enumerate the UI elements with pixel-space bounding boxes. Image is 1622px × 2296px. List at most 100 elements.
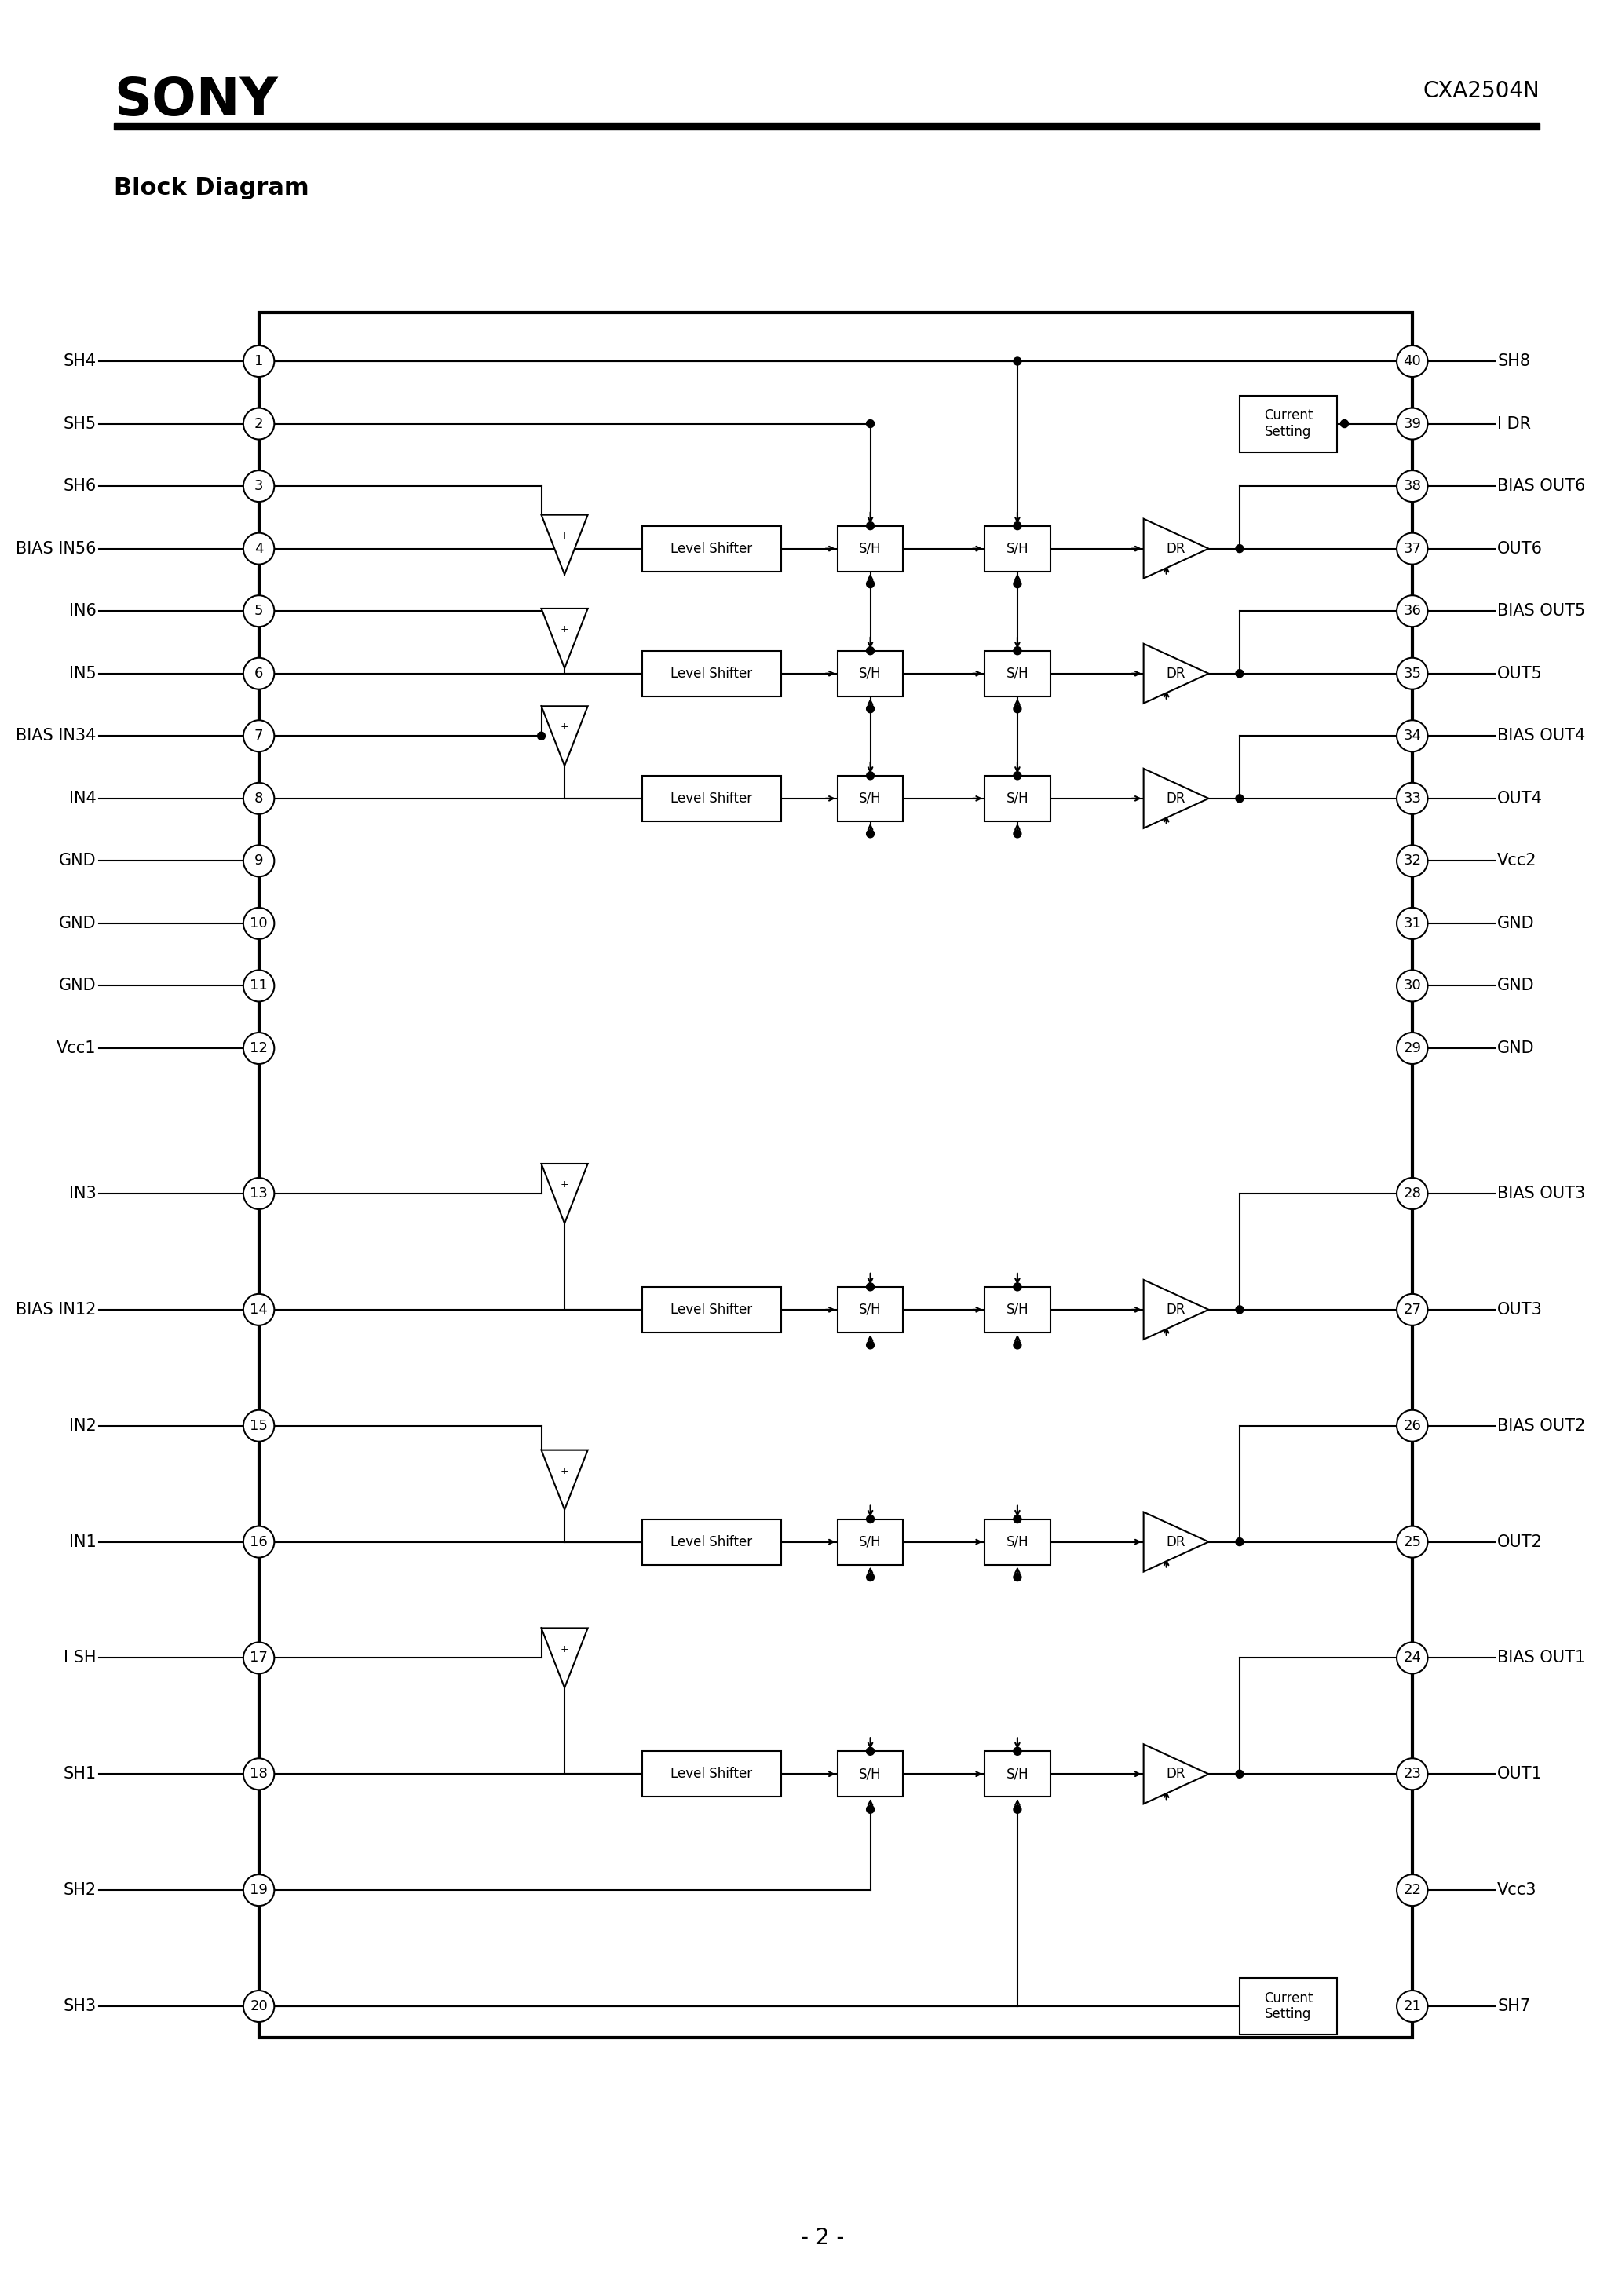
Text: DR: DR xyxy=(1166,1302,1186,1316)
Text: SH5: SH5 xyxy=(63,416,96,432)
Circle shape xyxy=(866,1283,874,1290)
Circle shape xyxy=(243,1874,274,1906)
Text: SH4: SH4 xyxy=(63,354,96,370)
Circle shape xyxy=(1397,1178,1427,1210)
Text: SH8: SH8 xyxy=(1497,354,1530,370)
Circle shape xyxy=(1341,420,1348,427)
Text: BIAS IN56: BIAS IN56 xyxy=(16,542,96,556)
Circle shape xyxy=(243,1033,274,1063)
Text: 11: 11 xyxy=(250,978,268,992)
Bar xyxy=(260,312,1413,2037)
Text: S/H: S/H xyxy=(1006,542,1028,556)
Text: Block Diagram: Block Diagram xyxy=(114,177,310,200)
Text: GND: GND xyxy=(1497,1040,1534,1056)
Circle shape xyxy=(1236,1306,1244,1313)
Text: BIAS IN34: BIAS IN34 xyxy=(16,728,96,744)
Text: IN5: IN5 xyxy=(68,666,96,682)
Bar xyxy=(837,1286,903,1332)
Text: GND: GND xyxy=(1497,916,1534,932)
Text: 40: 40 xyxy=(1403,354,1421,367)
Text: S/H: S/H xyxy=(860,1302,882,1316)
Circle shape xyxy=(243,1642,274,1674)
Text: SONY: SONY xyxy=(114,73,277,126)
Text: SH1: SH1 xyxy=(63,1766,96,1782)
Circle shape xyxy=(1397,1874,1427,1906)
Circle shape xyxy=(1397,533,1427,565)
Text: GND: GND xyxy=(58,854,96,868)
Circle shape xyxy=(866,581,874,588)
Circle shape xyxy=(1014,647,1022,654)
Polygon shape xyxy=(1144,1279,1208,1339)
Text: 1: 1 xyxy=(255,354,263,367)
Text: OUT5: OUT5 xyxy=(1497,666,1543,682)
Text: BIAS OUT4: BIAS OUT4 xyxy=(1497,728,1585,744)
Polygon shape xyxy=(1144,1745,1208,1805)
Text: Level Shifter: Level Shifter xyxy=(672,1768,753,1782)
Text: 16: 16 xyxy=(250,1534,268,1550)
Text: 8: 8 xyxy=(255,792,263,806)
Circle shape xyxy=(1397,783,1427,815)
Text: IN4: IN4 xyxy=(68,790,96,806)
Text: 31: 31 xyxy=(1403,916,1421,930)
Text: 37: 37 xyxy=(1403,542,1421,556)
Text: 17: 17 xyxy=(250,1651,268,1665)
Text: DR: DR xyxy=(1166,666,1186,680)
Text: DR: DR xyxy=(1166,1768,1186,1782)
Circle shape xyxy=(1397,721,1427,751)
Circle shape xyxy=(866,420,874,427)
Circle shape xyxy=(1014,1747,1022,1754)
Circle shape xyxy=(1014,1805,1022,1814)
Text: Vcc1: Vcc1 xyxy=(57,1040,96,1056)
Circle shape xyxy=(1014,705,1022,712)
Text: BIAS IN12: BIAS IN12 xyxy=(16,1302,96,1318)
Text: BIAS OUT3: BIAS OUT3 xyxy=(1497,1185,1585,1201)
Text: 25: 25 xyxy=(1403,1534,1421,1550)
Circle shape xyxy=(243,1410,274,1442)
Text: 2: 2 xyxy=(255,416,263,432)
Text: +: + xyxy=(560,530,569,542)
Text: 30: 30 xyxy=(1403,978,1421,992)
Text: 34: 34 xyxy=(1403,728,1421,744)
Circle shape xyxy=(1014,1283,1022,1290)
Circle shape xyxy=(243,344,274,377)
Bar xyxy=(1239,1977,1337,2034)
Circle shape xyxy=(1397,971,1427,1001)
Text: DR: DR xyxy=(1166,542,1186,556)
Text: 26: 26 xyxy=(1403,1419,1421,1433)
Text: 35: 35 xyxy=(1403,666,1421,680)
Text: I SH: I SH xyxy=(63,1651,96,1667)
Bar xyxy=(985,650,1051,696)
Bar xyxy=(837,776,903,822)
Bar xyxy=(985,1752,1051,1798)
Text: S/H: S/H xyxy=(1006,666,1028,680)
Polygon shape xyxy=(542,707,587,767)
Text: 21: 21 xyxy=(1403,2000,1421,2014)
Circle shape xyxy=(537,732,545,739)
Text: SH2: SH2 xyxy=(63,1883,96,1899)
Bar xyxy=(837,526,903,572)
Circle shape xyxy=(243,659,274,689)
Text: Current
Setting: Current Setting xyxy=(1264,409,1312,439)
Circle shape xyxy=(1014,1573,1022,1582)
Text: +: + xyxy=(560,721,569,732)
Circle shape xyxy=(866,1341,874,1350)
Text: 27: 27 xyxy=(1403,1302,1421,1316)
Text: 18: 18 xyxy=(250,1768,268,1782)
Text: 12: 12 xyxy=(250,1040,268,1056)
Text: OUT1: OUT1 xyxy=(1497,1766,1543,1782)
Text: S/H: S/H xyxy=(1006,1534,1028,1550)
Circle shape xyxy=(1397,1642,1427,1674)
Circle shape xyxy=(1236,1538,1244,1545)
Circle shape xyxy=(1397,907,1427,939)
Text: 14: 14 xyxy=(250,1302,268,1316)
Text: 38: 38 xyxy=(1403,480,1421,494)
Bar xyxy=(114,124,1539,129)
Circle shape xyxy=(1397,471,1427,503)
Circle shape xyxy=(243,471,274,503)
Circle shape xyxy=(1236,544,1244,553)
Bar xyxy=(985,776,1051,822)
Circle shape xyxy=(866,647,874,654)
Text: IN2: IN2 xyxy=(68,1419,96,1433)
Text: OUT3: OUT3 xyxy=(1497,1302,1543,1318)
Text: 9: 9 xyxy=(255,854,263,868)
